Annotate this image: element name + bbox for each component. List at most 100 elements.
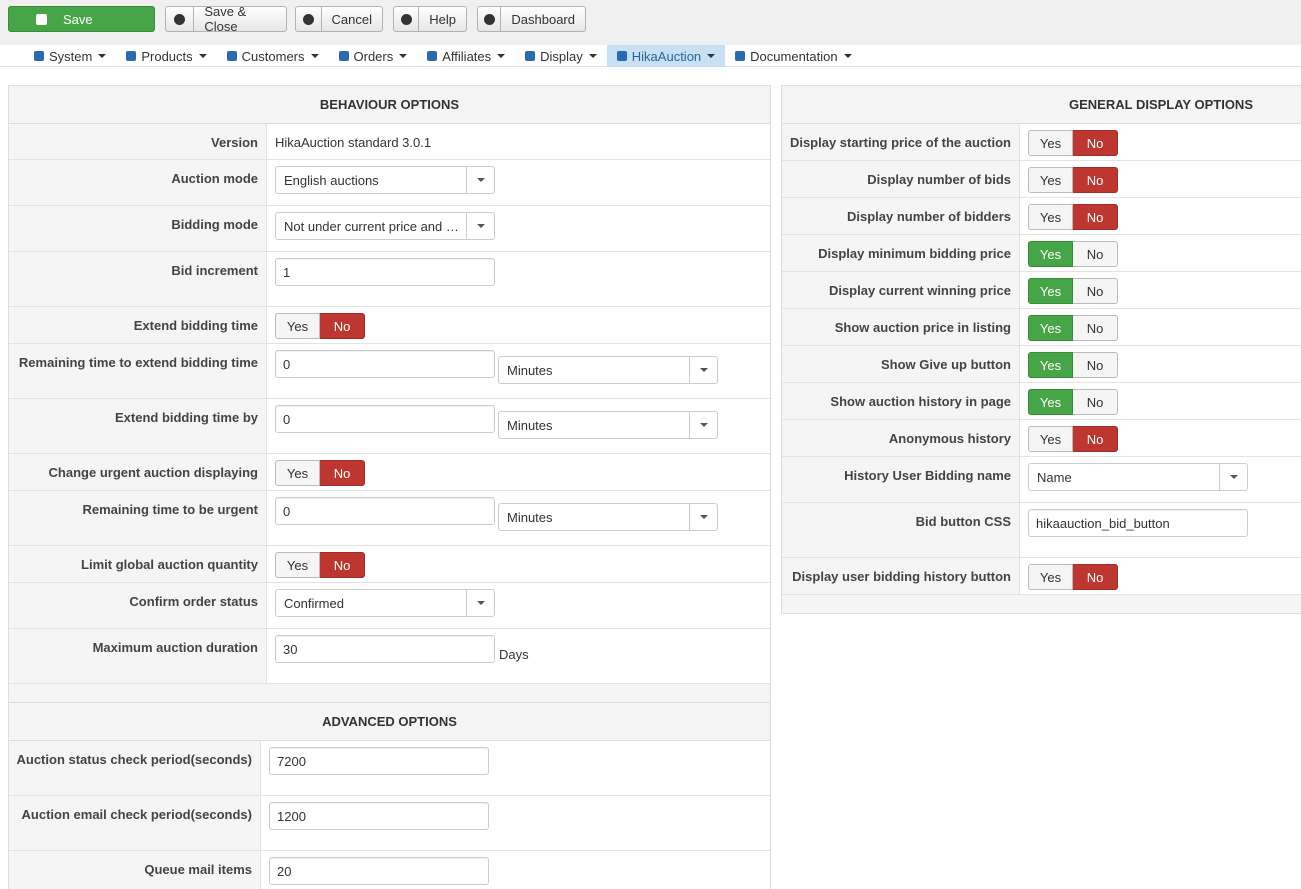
toggle-option[interactable]: No <box>1073 352 1118 378</box>
select[interactable]: Minutes <box>498 356 718 384</box>
menu-label: HikaAuction <box>631 48 702 64</box>
option-label: Extend bidding time <box>133 318 258 333</box>
caret <box>699 368 708 372</box>
toggle: Yes No <box>1028 278 1118 304</box>
toggle-option[interactable]: No <box>1073 564 1118 590</box>
text-input[interactable]: 0 <box>275 350 495 378</box>
value-text: HikaAuction standard 3.0.1 <box>275 135 432 150</box>
text-input[interactable]: hikaauction_bid_button <box>1028 509 1248 537</box>
select-text: English auctions <box>284 173 379 188</box>
select[interactable]: Minutes <box>498 503 718 531</box>
select[interactable]: English auctions <box>275 166 495 194</box>
toggle-option[interactable]: Yes <box>1028 241 1073 267</box>
button-icon <box>9 7 53 31</box>
toggle-option[interactable]: No <box>1073 130 1118 156</box>
toggle: Yes No <box>1028 315 1118 341</box>
text-input[interactable]: 30 <box>275 635 495 663</box>
option-row: Maximum auction duration 30 Days <box>9 629 770 684</box>
option-label: Display current winning price <box>828 283 1011 298</box>
toggle-option[interactable]: Yes <box>1028 426 1073 452</box>
toggle-option[interactable]: No <box>320 552 365 578</box>
toggle-option[interactable]: Yes <box>275 552 320 578</box>
select-arrow <box>689 504 717 530</box>
menu-item[interactable]: Orders <box>329 45 418 67</box>
toggle-option[interactable]: Yes <box>1028 167 1073 193</box>
menu-item[interactable]: Products <box>116 45 216 67</box>
select[interactable]: Minutes <box>498 411 718 439</box>
menu-item[interactable]: HikaAuction <box>606 45 726 67</box>
text-input[interactable]: 20 <box>269 857 489 885</box>
toolbar-button[interactable]: Save <box>8 6 155 32</box>
select-arrow <box>1219 464 1247 490</box>
menu-label: System <box>49 48 93 64</box>
option-label: Display number of bids <box>867 172 1011 187</box>
option-row: Limit global auction quantity Yes No <box>9 546 770 583</box>
toggle-option[interactable]: No <box>320 313 365 339</box>
select[interactable]: Name <box>1028 463 1248 491</box>
text-input[interactable]: 7200 <box>269 747 489 775</box>
toggle-option[interactable]: No <box>1073 167 1118 193</box>
caret <box>1229 475 1238 479</box>
toolbar-button[interactable]: Dashboard <box>477 6 586 32</box>
option-row: Auction mode English auctions <box>9 160 770 206</box>
toggle-option[interactable]: No <box>1073 204 1118 230</box>
menu-item[interactable]: Display <box>515 45 607 67</box>
caret <box>699 515 708 519</box>
toggle-option[interactable]: Yes <box>1028 564 1073 590</box>
toggle-option[interactable]: No <box>320 460 365 486</box>
option-label: Display starting price of the auction <box>789 135 1011 150</box>
select[interactable]: Not under current price and … <box>275 212 495 240</box>
toggle-option[interactable]: Yes <box>1028 389 1073 415</box>
select-text: Minutes <box>507 418 553 433</box>
toggle-option[interactable]: Yes <box>1028 130 1073 156</box>
menu-item[interactable]: Customers <box>217 45 329 67</box>
menu-item[interactable]: Documentation <box>725 45 861 67</box>
toggle-option[interactable]: Yes <box>1028 204 1073 230</box>
toggle-option[interactable]: Yes <box>275 313 320 339</box>
toolbar-button[interactable]: Save & Close <box>165 4 287 34</box>
menu-item[interactable]: System <box>24 45 116 67</box>
text-input[interactable]: 1 <box>275 258 495 286</box>
panel: ADVANCED OPTIONS Auction status check per… <box>8 702 771 889</box>
toggle-option[interactable]: No <box>1073 278 1118 304</box>
menu-bar: System Products Customers Orders Affiliates D… <box>0 45 1301 67</box>
option-value: Yes No <box>1019 235 1301 271</box>
option-row: Bidding mode Not under current price and … <box>9 206 770 252</box>
menu-icon <box>427 51 438 61</box>
toggle-option[interactable]: No <box>1073 315 1118 341</box>
text-input[interactable]: 1200 <box>269 802 489 830</box>
button-label: Save <box>63 11 93 27</box>
text-input[interactable]: 0 <box>275 405 495 433</box>
option-label: Change urgent auction displaying <box>48 465 258 480</box>
option-value: Yes No <box>1019 309 1301 345</box>
toggle-option[interactable]: No <box>1073 426 1118 452</box>
toggle-option[interactable]: No <box>1073 389 1118 415</box>
icon <box>483 13 495 25</box>
option-value: 30 Days <box>266 629 770 683</box>
option-row: Auction email check period(seconds) 1200 <box>9 796 770 851</box>
select-text: Name <box>1037 470 1072 485</box>
toggle: Yes No <box>1028 352 1118 378</box>
panel-title: ADVANCED OPTIONS <box>9 703 770 741</box>
option-value: 20 <box>260 851 770 889</box>
toolbar-button[interactable]: Cancel <box>295 6 383 32</box>
option-value: Yes No <box>1019 124 1301 160</box>
select[interactable]: Confirmed <box>275 589 495 617</box>
option-row: Auction status check period(seconds) 7200 <box>9 741 770 796</box>
toggle-option[interactable]: Yes <box>275 460 320 486</box>
option-label: Remaining time to be urgent <box>82 502 258 517</box>
option-row: Display minimum bidding price Yes No <box>782 235 1301 272</box>
toggle-option[interactable]: Yes <box>1028 315 1073 341</box>
toolbar-button[interactable]: Help <box>393 6 467 32</box>
toggle-option[interactable]: Yes <box>1028 352 1073 378</box>
option-label: Extend bidding time by <box>114 410 258 425</box>
icon <box>400 13 412 25</box>
option-value: 0 Minutes <box>266 344 770 398</box>
option-label: Maximum auction duration <box>92 640 258 655</box>
option-row: Display starting price of the auction Yes… <box>782 124 1301 161</box>
toggle-option[interactable]: Yes <box>1028 278 1073 304</box>
menu-item[interactable]: Affiliates <box>417 45 515 67</box>
toggle-option[interactable]: No <box>1073 241 1118 267</box>
text-input[interactable]: 0 <box>275 497 495 525</box>
